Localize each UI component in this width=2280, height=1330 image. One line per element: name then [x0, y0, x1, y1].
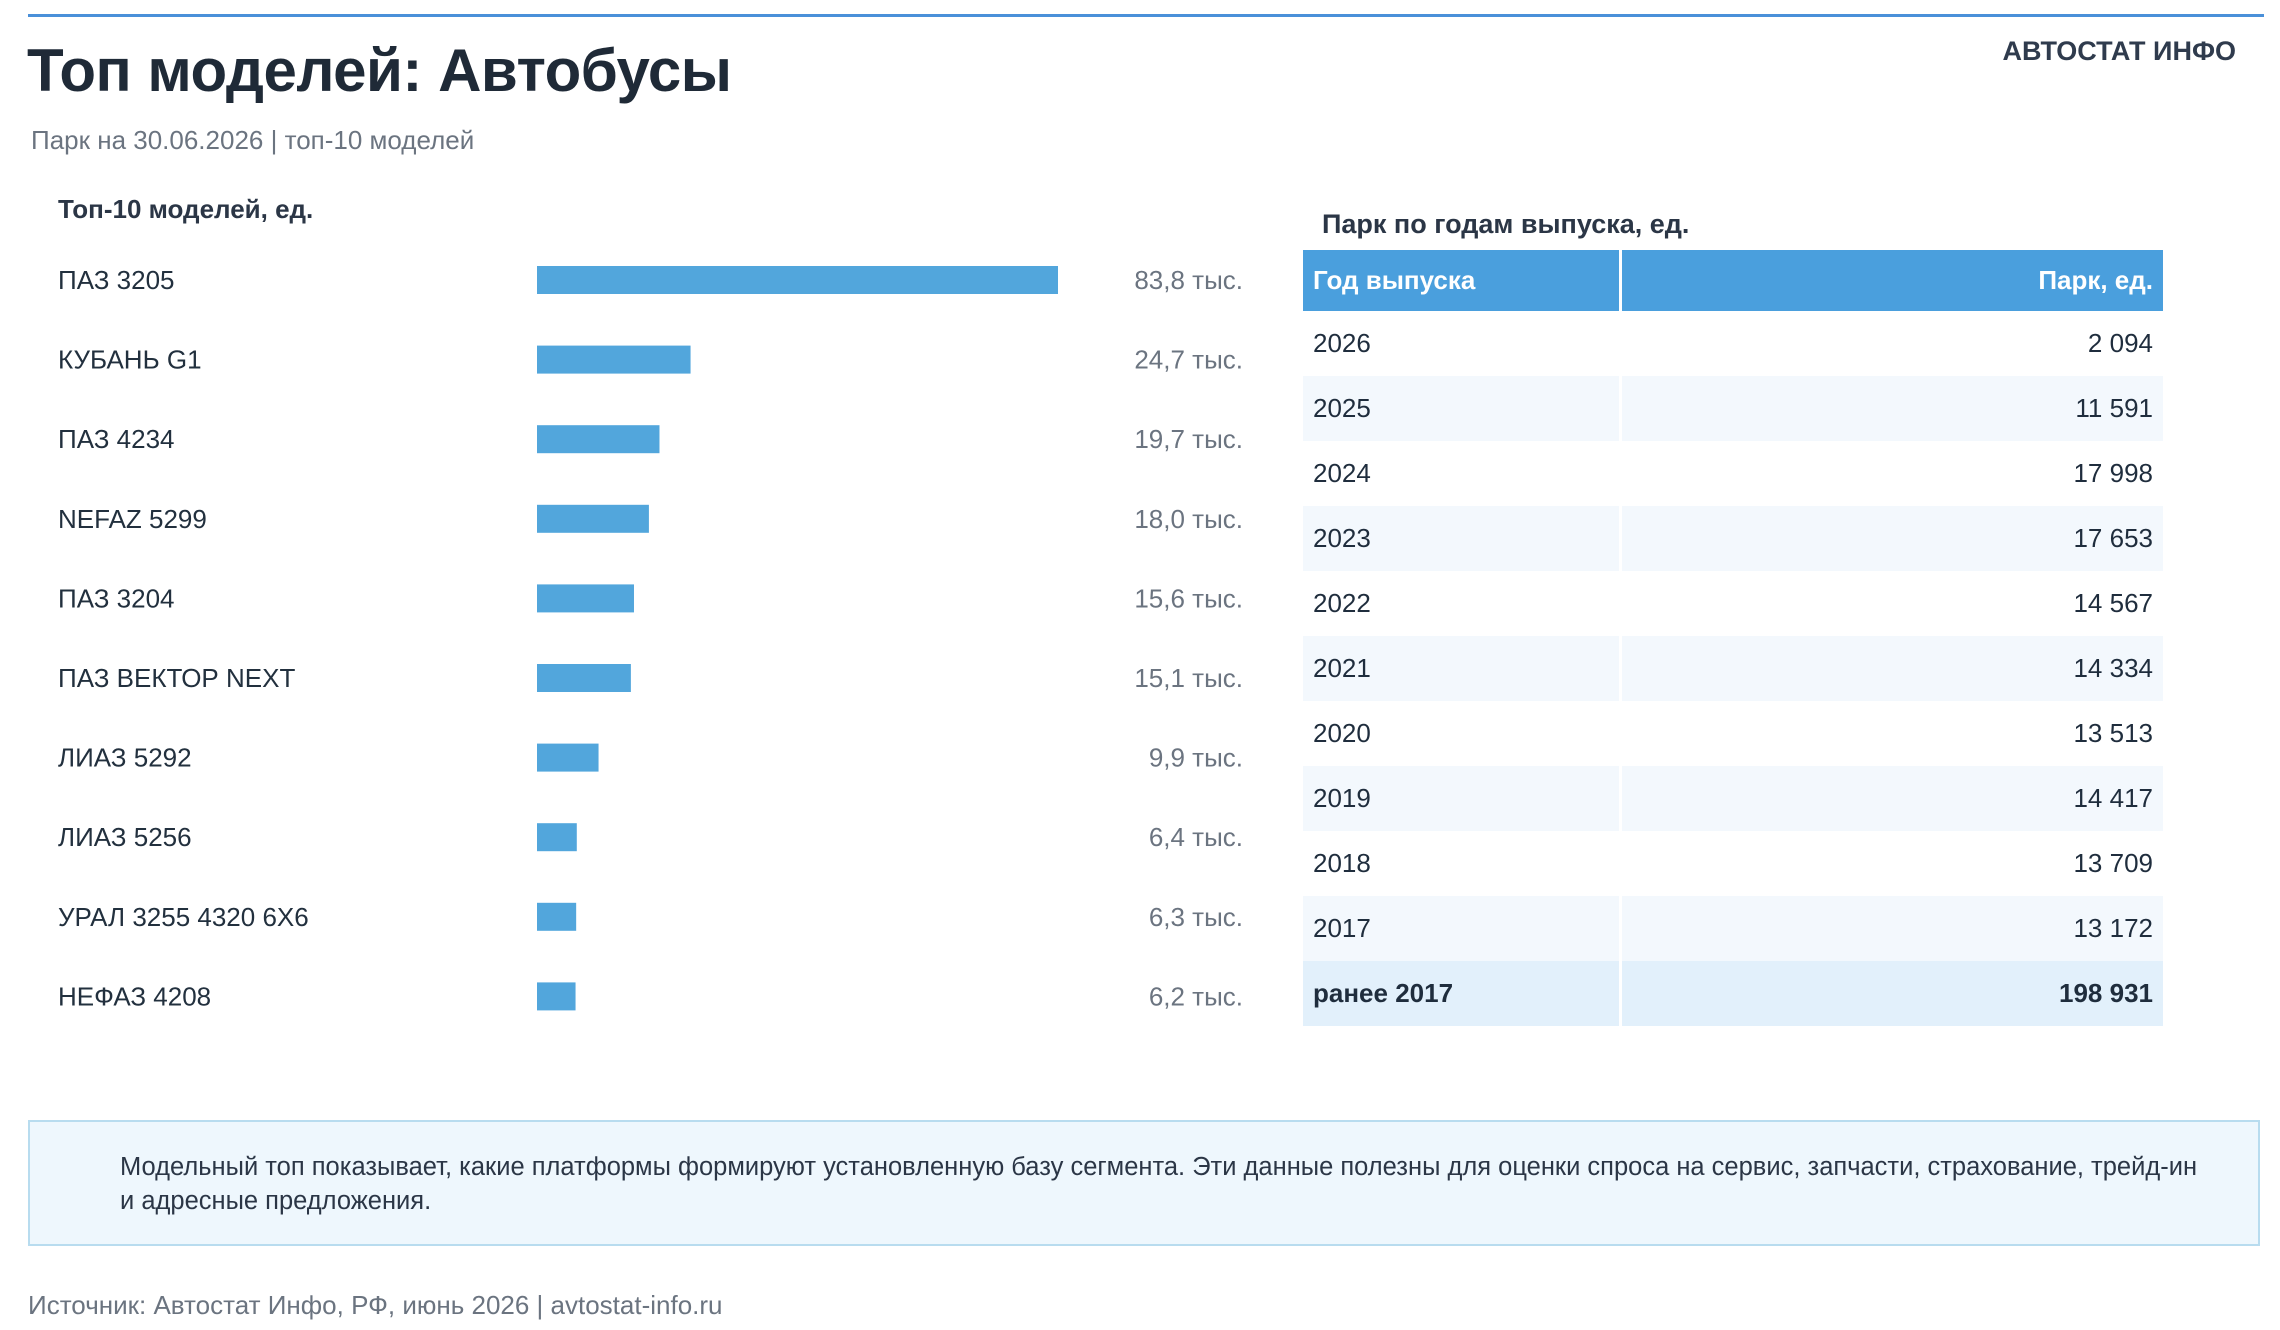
table-row: 2018 13 709: [1303, 831, 2163, 896]
table-row: 2020 13 513: [1303, 701, 2163, 766]
table-row: ранее 2017 198 931: [1303, 961, 2163, 1026]
cell-park: 14 417: [1620, 766, 2163, 831]
bar-category-label: ЛИАЗ 5256: [58, 822, 192, 852]
cell-park: 2 094: [2087, 328, 2153, 358]
year-table-title: Парк по годам выпуска, ед.: [1322, 209, 1690, 239]
bar-value-label: 9,9 тыс.: [1149, 743, 1243, 773]
table-row: 2017 13 172: [1303, 896, 2163, 961]
top-accent-line: [28, 14, 2264, 17]
page-title: Топ моделей: Автобусы: [27, 37, 732, 104]
table-row: 2025 11 591: [1303, 376, 2163, 441]
table-row: 2019 14 417: [1303, 766, 2163, 831]
bar-category-label: ПАЗ 3205: [58, 265, 175, 295]
cell-park: 17 998: [2073, 458, 2153, 488]
cell-year: ранее 2017: [1303, 961, 1622, 1026]
bar-category-label: НЕФАЗ 4208: [58, 981, 211, 1011]
cell-year: 2026: [1303, 311, 1622, 376]
cell-year: 2024: [1303, 441, 1622, 506]
column-header-year: Год выпуска: [1303, 250, 1622, 311]
bar: [537, 425, 660, 454]
cell-park: 13 513: [2073, 718, 2153, 748]
bar-value-label: 19,7 тыс.: [1134, 424, 1243, 454]
cell-year: 2019: [1303, 766, 1622, 831]
bar-value-label: 15,6 тыс.: [1134, 583, 1243, 613]
cell-park: 14 567: [2073, 588, 2153, 618]
bar: [537, 982, 576, 1011]
bar-category-label: КУБАНЬ G1: [58, 345, 202, 375]
bar-value-label: 24,7 тыс.: [1134, 345, 1243, 375]
table-header-row: Год выпуска Парк, ед.: [1303, 250, 2163, 311]
table-row: 2021 14 334: [1303, 636, 2163, 701]
page-subtitle: Парк на 30.06.2026 | топ-10 моделей: [31, 125, 475, 155]
cell-park: 198 931: [1620, 961, 2163, 1026]
bar: [537, 584, 634, 613]
top-models-bar-chart: ПАЗ 3205 83,8 тыс. КУБАНЬ G1 24,7 тыс. ПАЗ 4…: [58, 265, 1243, 1011]
bar-value-label: 6,3 тыс.: [1149, 902, 1243, 932]
bar-category-label: ПАЗ ВЕКТОР NEXT: [58, 663, 295, 693]
bar: [537, 902, 577, 931]
bar: [537, 664, 631, 692]
table-row: 2023 17 653: [1303, 506, 2163, 571]
bar-chart-title: Топ-10 моделей, ед.: [58, 194, 314, 224]
bar-category-label: NEFAZ 5299: [58, 504, 207, 534]
bar-value-label: 83,8 тыс.: [1134, 265, 1243, 295]
column-header-park: Парк, ед.: [1620, 250, 2163, 311]
bar-value-label: 6,2 тыс.: [1149, 981, 1243, 1011]
bar: [537, 504, 649, 533]
source-footer: Источник: Автостат Инфо, РФ, июнь 2026 |…: [28, 1290, 723, 1320]
bar-value-label: 18,0 тыс.: [1134, 504, 1243, 534]
table-row: 2024 17 998: [1303, 441, 2163, 506]
table-row: 2026 2 094: [1303, 311, 2163, 376]
cell-year: 2018: [1303, 831, 1622, 896]
cell-park: 13 172: [1620, 896, 2163, 961]
table-row: 2022 14 567: [1303, 571, 2163, 636]
bar: [537, 743, 599, 772]
cell-park: 11 591: [1620, 376, 2163, 441]
bar-category-label: ПАЗ 4234: [58, 424, 175, 454]
park-by-year-table: Год выпуска Парк, ед. 2026 2 094 2025 11 59…: [1303, 250, 2163, 1026]
bar-category-label: УРАЛ 3255 4320 6Х6: [58, 902, 309, 932]
cell-park: 13 709: [2073, 848, 2153, 878]
cell-year: 2022: [1303, 571, 1622, 636]
info-note: Модельный топ показывает, какие платформ…: [28, 1120, 2260, 1246]
bar: [537, 266, 1058, 294]
brand-logo-text: АВТОСТАТ ИНФО: [2002, 36, 2236, 66]
cell-park: 14 334: [1620, 636, 2163, 701]
bar: [537, 345, 691, 374]
cell-park: 17 653: [1620, 506, 2163, 571]
cell-year: 2025: [1303, 376, 1622, 441]
bar-category-label: ПАЗ 3204: [58, 583, 175, 613]
bar-value-label: 6,4 тыс.: [1149, 822, 1243, 852]
cell-year: 2023: [1303, 506, 1622, 571]
cell-year: 2017: [1303, 896, 1622, 961]
bar-category-label: ЛИАЗ 5292: [58, 743, 192, 773]
bar: [537, 823, 577, 852]
cell-year: 2020: [1303, 701, 1622, 766]
bar-value-label: 15,1 тыс.: [1134, 663, 1243, 693]
cell-year: 2021: [1303, 636, 1622, 701]
